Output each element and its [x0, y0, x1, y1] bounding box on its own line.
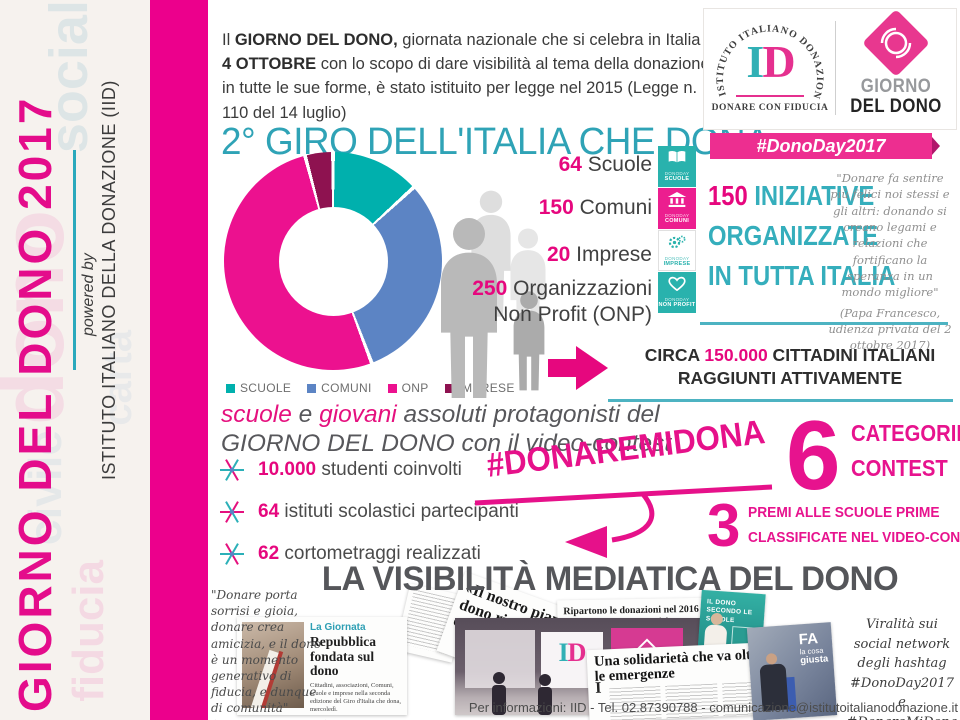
- donut-chart: [224, 152, 442, 370]
- intro-paragraph: Il GIORNO DEL DONO, giornata nazionale c…: [222, 30, 713, 122]
- iid-logo: ISTITUTO ITALIANO DONAZIONE ID DONARE CO…: [706, 9, 834, 127]
- logo-panel: ISTITUTO ITALIANO DONAZIONE ID DONARE CO…: [703, 8, 957, 130]
- footer-contact-info: Per informazioni: IID - Tel. 02.87390788…: [468, 700, 958, 715]
- article-headline: Una solidarietà che va oltre le emergenz…: [593, 646, 764, 686]
- drop-cap: I: [594, 679, 602, 697]
- contest-label: CATEGORIE: [851, 420, 960, 446]
- stat-imprese: 20 Imprese: [546, 243, 652, 266]
- giorno-del-dono-logo: GIORNO DEL DONO: [838, 9, 954, 127]
- separator-line: [700, 322, 948, 325]
- bank-icon: [667, 192, 687, 207]
- mattarella-quote: "Donare porta sorrisi e gioia, donare cr…: [211, 587, 331, 720]
- contest-label: CONTEST: [851, 455, 948, 481]
- legend-item: ONP: [387, 381, 429, 395]
- prize-label: PREMI ALLE SCUOLE PRIME: [748, 505, 940, 521]
- category-badge-strip: DONODAY SCUOLE DONODAY COMUNI DONODAY IMPRE…: [658, 146, 696, 314]
- legend-swatch: [387, 383, 397, 393]
- bullet-cortometraggi: 62 cortometraggi realizzati: [218, 540, 481, 568]
- legend-swatch: [307, 383, 317, 393]
- knot-icon: [880, 27, 912, 59]
- article-kicker: La Giornata: [310, 622, 366, 633]
- stat-comuni: 150 Comuni: [538, 196, 652, 219]
- contest-number-6: 6: [786, 400, 841, 510]
- badge-comuni: DONODAY COMUNI: [658, 188, 696, 229]
- people-silhouettes: [425, 150, 585, 410]
- stat-scuole: 64 Scuole: [558, 153, 652, 176]
- bullet-istituti: 64 istituti scolastici partecipanti: [218, 498, 519, 526]
- article-photo: [242, 622, 304, 708]
- protagonists-headline: scuole e giovani assoluti protagonisti d…: [221, 401, 672, 457]
- badge-imprese: DONODAY IMPRESE: [658, 230, 696, 271]
- separator-line: [608, 399, 953, 402]
- iniziative-headline: 150 INIZIATIVE ORGANIZZATE IN TUTTA ITAL…: [708, 180, 896, 291]
- watermark-word: fiducia: [64, 560, 113, 702]
- badge-scuole: DONODAY SCUOLE: [658, 146, 696, 187]
- iid-underline: [736, 95, 804, 97]
- poster-title-vertical: GIORNO DEL DONO 2017: [9, 95, 61, 712]
- badge-non-profit: DONODAY NON PROFIT: [658, 272, 696, 313]
- star-icon: [220, 543, 244, 565]
- vertical-divider-line: [73, 150, 76, 370]
- logo-divider: [835, 21, 836, 115]
- iid-tagline: DONARE CON FIDUCIA: [711, 103, 829, 113]
- heart-icon: [668, 276, 686, 292]
- quote-attribution: (Papa Francesco, udienza privata del 2 o…: [828, 305, 952, 353]
- donoday-ribbon: #DonoDay2017: [710, 133, 940, 159]
- person-silhouette: [441, 218, 497, 398]
- social-virality-note: Viralità sui social network degli hashta…: [846, 617, 957, 720]
- book-icon: [668, 151, 686, 163]
- legend-swatch: [226, 383, 235, 393]
- papa-francesco-quote: "Donare fa sentire più felici noi stessi…: [826, 170, 954, 354]
- iid-arc-text: ISTITUTO ITALIANO DONAZIONE: [710, 11, 824, 101]
- right-arrow-icon: [548, 346, 610, 390]
- magenta-divider-bar: [150, 0, 208, 720]
- legend-item: SCUOLE: [226, 381, 291, 395]
- powered-by-label: powered by: [80, 253, 97, 336]
- article-body: Cittadini, associazioni, Comuni, scuole …: [310, 681, 402, 714]
- bullet-studenti: 10.000 studenti coinvolti: [218, 456, 462, 484]
- quote-attribution: (Sergio Mattarella): [211, 717, 331, 720]
- left-sidebar: dono sociale civile fiducia carta GIORNO…: [0, 0, 150, 720]
- tv-caption: FA la cosa giusta: [798, 630, 829, 667]
- la-giornata-clipping: La Giornata Repubblica fondata sul dono …: [237, 617, 407, 715]
- iid-monogram: ID: [746, 36, 795, 87]
- prize-number-3: 3: [707, 492, 741, 559]
- organization-name-vertical: ISTITUTO ITALIANO DELLA DONAZIONE (IID): [99, 80, 119, 480]
- legend-item: COMUNI: [307, 381, 371, 395]
- prize-label: CLASSIFICATE NEL VIDEO-CONTEST: [748, 530, 960, 546]
- stat-onp: 250 Organizzazioni Non Profit (ONP): [472, 277, 652, 326]
- gear-icon: [668, 235, 686, 249]
- media-section-title: LA VISIBILITÀ MEDIATICA DEL DONO: [321, 560, 899, 598]
- article-headline: Repubblica fondata sul dono: [310, 634, 377, 679]
- star-icon: [220, 501, 244, 523]
- curved-arrow-icon: [474, 484, 773, 558]
- reach-statement: CIRCA 150.000 CITTADINI ITALIANI RAGGIUN…: [644, 345, 936, 388]
- giorno-del-dono-wordmark: GIORNO DEL DONO: [850, 76, 942, 118]
- star-icon: [220, 459, 244, 481]
- legend-swatch: [444, 383, 454, 393]
- person-silhouette: [513, 291, 545, 391]
